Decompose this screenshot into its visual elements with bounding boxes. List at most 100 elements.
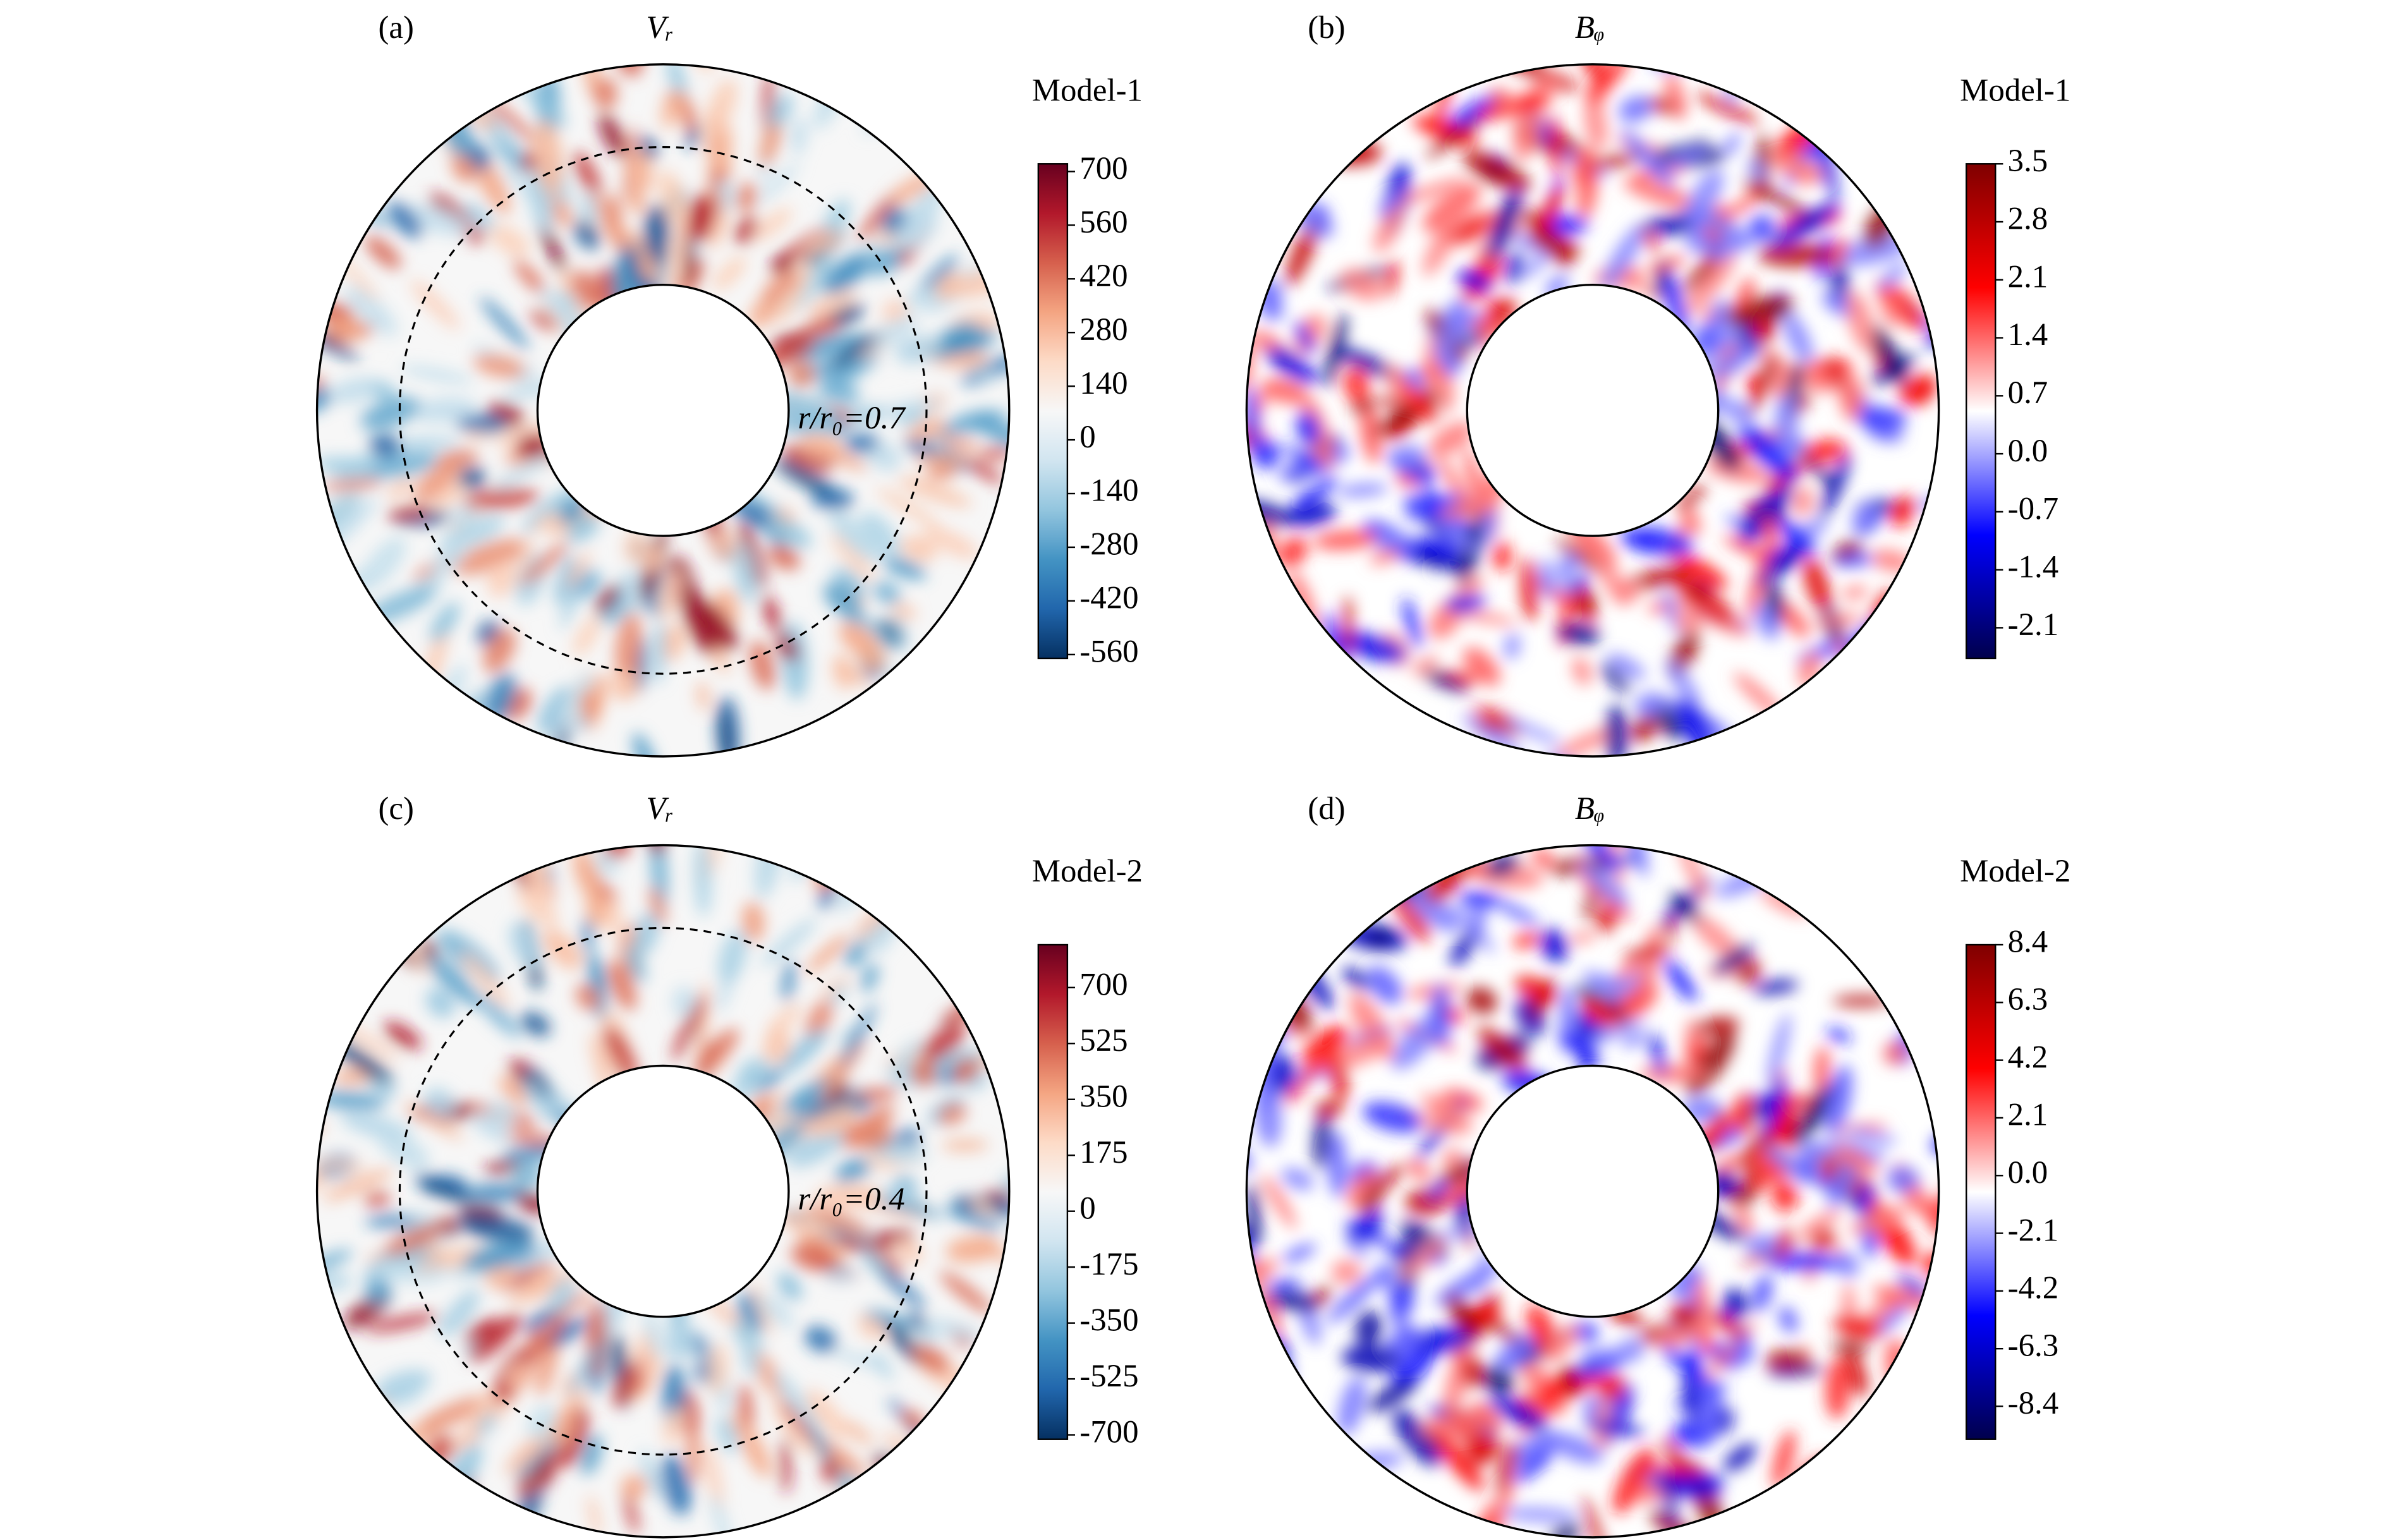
colorbar-tick-label: 560 — [1079, 205, 1128, 240]
field-blob — [1600, 664, 1630, 693]
field-blob — [1584, 1019, 1647, 1045]
field-blob — [1254, 1083, 1282, 1148]
field-blob — [777, 1273, 803, 1301]
field-blob — [940, 1271, 993, 1314]
colorbar-tick-label: 4.2 — [2008, 1040, 2048, 1075]
field-blob — [1734, 1201, 1753, 1235]
field-blob — [752, 1352, 784, 1397]
field-blob — [566, 514, 600, 543]
field-blob — [893, 1038, 925, 1069]
panel-label: (a) — [379, 10, 414, 45]
field-blob — [525, 1078, 554, 1121]
field-blob — [1844, 1350, 1868, 1397]
colorbar-tick-label: 280 — [1079, 312, 1128, 348]
field-blob — [1505, 250, 1523, 285]
field-blob — [944, 1206, 1002, 1232]
field-blob — [761, 1294, 794, 1328]
field-blob — [1481, 503, 1496, 545]
field-blob — [811, 1105, 857, 1136]
field-blob — [1675, 485, 1706, 511]
field-blob — [332, 1069, 375, 1085]
field-blob — [1462, 150, 1531, 192]
field-blob — [1736, 277, 1755, 310]
colorbar-tick-label: -140 — [1079, 473, 1138, 509]
field-blob — [1757, 243, 1834, 267]
field-blob — [1545, 1323, 1579, 1362]
field-blob — [823, 255, 869, 294]
field-blob — [498, 1076, 528, 1106]
field-blob — [1466, 986, 1497, 1014]
field-blob — [1660, 1342, 1718, 1393]
field-blob — [742, 902, 765, 942]
field-blob — [1281, 1167, 1314, 1191]
field-blob — [626, 946, 647, 983]
field-blob — [896, 1239, 923, 1263]
field-blob — [1654, 1469, 1725, 1497]
field-blob — [485, 1101, 516, 1126]
field-blob — [410, 279, 460, 330]
field-blob — [697, 681, 709, 712]
field-blob — [484, 1263, 518, 1290]
field-blob — [643, 203, 671, 269]
field-blob — [628, 152, 653, 195]
field-blob — [489, 225, 530, 257]
field-blob — [1474, 720, 1523, 736]
field-blob — [1343, 368, 1370, 403]
field-blob — [1389, 1285, 1414, 1313]
field-blob — [910, 1327, 939, 1344]
field-blob — [815, 353, 880, 396]
field-blob — [317, 1091, 386, 1110]
colorbar-tick-label: -0.7 — [2008, 492, 2059, 527]
colorbar-tick-label: -560 — [1079, 634, 1138, 670]
panel: r/r₀=0.7 (a) Vᵣ Model-1 700 560 420 280 140 0 -140… — [315, 10, 1143, 758]
field-blob — [1584, 97, 1607, 150]
field-blob — [1765, 1349, 1808, 1369]
field-blob — [1392, 445, 1426, 470]
colorbar-tick-label: -8.4 — [2008, 1386, 2059, 1421]
field-blob — [415, 1255, 459, 1273]
field-blob — [473, 354, 526, 378]
field-blob — [1370, 1164, 1404, 1195]
field-blob — [1797, 1209, 1841, 1240]
field-blob — [1890, 495, 1916, 528]
field-blob — [789, 332, 864, 361]
field-blob — [1761, 1076, 1786, 1139]
field-blob — [1623, 945, 1674, 960]
field-blob — [1337, 483, 1389, 497]
field-blob — [762, 595, 782, 634]
field-blob — [587, 950, 607, 998]
field-blob — [1335, 347, 1402, 380]
annotation: r/r₀=0.7 — [798, 401, 906, 436]
field-blob — [1420, 1411, 1497, 1438]
field-blob — [1419, 360, 1442, 385]
field-blob — [1302, 1054, 1346, 1074]
field-blob — [1584, 1420, 1645, 1436]
field-blob — [1463, 1356, 1483, 1388]
field-blob — [1774, 393, 1798, 464]
field-blob — [875, 1451, 920, 1479]
field-blob — [1521, 557, 1538, 622]
field-blob — [568, 1342, 602, 1397]
field-blob — [480, 296, 530, 350]
field-blob — [581, 916, 594, 952]
field-blob — [1342, 595, 1353, 656]
field-blob — [1761, 347, 1790, 402]
colorbar-tick-label: -420 — [1079, 581, 1138, 616]
outer-boundary — [1245, 63, 1940, 758]
field-blob — [1572, 845, 1618, 875]
field-blob — [739, 1423, 772, 1478]
field-blob — [776, 254, 813, 322]
inner-boundary — [536, 1064, 790, 1318]
field-blob — [1735, 1096, 1748, 1134]
field-blob — [580, 690, 597, 719]
field-blob — [914, 452, 973, 466]
field-blob — [1747, 370, 1762, 399]
field-blob — [383, 1021, 422, 1050]
field-blob — [824, 1266, 855, 1283]
field-blob — [1833, 1145, 1879, 1175]
field-blob — [1430, 984, 1451, 1047]
field-blob — [469, 1313, 522, 1362]
field-blob — [1738, 423, 1798, 482]
field-blob — [593, 191, 631, 260]
field-blob — [1393, 1409, 1441, 1467]
